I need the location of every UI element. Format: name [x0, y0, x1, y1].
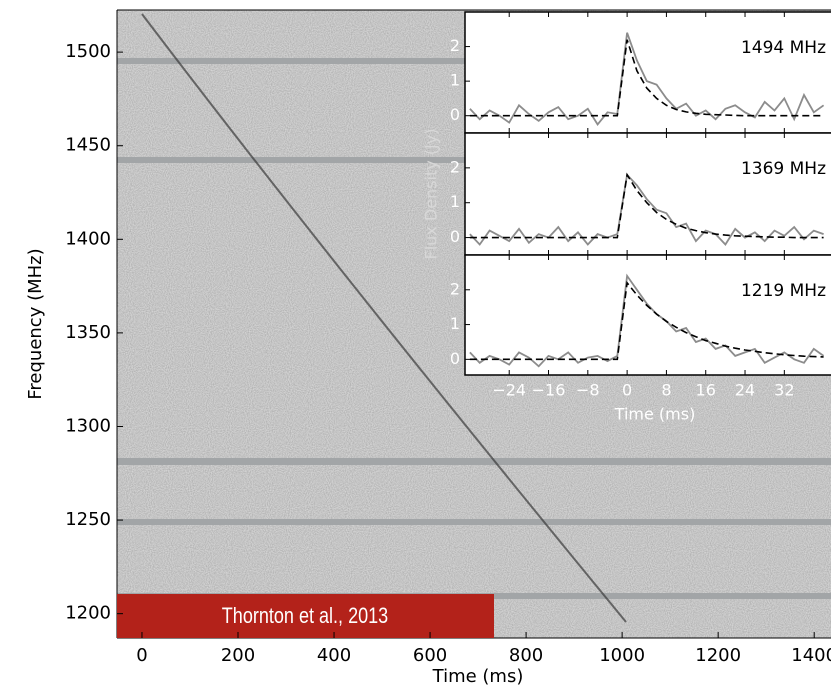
inset-panel [464, 132, 831, 256]
x-axis-label: Time (ms) [432, 666, 524, 687]
x-tick-label: 1400 [791, 645, 831, 666]
inset-x-axis-label: Time (ms) [614, 405, 696, 424]
inset-y-tick-label: 0 [450, 227, 460, 246]
inset-y-tick-label: 2 [450, 36, 460, 55]
y-axis-label: Frequency (MHz) [25, 248, 46, 399]
inset-y-tick-label: 0 [450, 105, 460, 124]
inset-y-axis-label: Flux Density (Jy) [422, 129, 441, 260]
flux-line [469, 32, 825, 126]
inset-x-tick-label: 24 [735, 381, 755, 400]
x-tick-label: 800 [509, 645, 543, 666]
x-tick-label: 0 [136, 645, 147, 666]
inset-y-tick-label: 2 [450, 279, 460, 298]
y-tick-label: 1200 [65, 603, 111, 624]
model-line [469, 172, 824, 239]
frequency-label: 1369 MHz [741, 159, 826, 179]
x-tick-label: 1000 [599, 645, 645, 666]
masked-band [117, 458, 831, 465]
model-line [469, 280, 824, 361]
inset-panel [464, 254, 831, 376]
inset-x-tick-label: −24 [492, 381, 526, 400]
masked-band [117, 519, 831, 525]
y-tick-label: 1250 [65, 509, 111, 530]
y-tick-label: 1500 [65, 41, 111, 62]
dispersed-pulse [141, 13, 627, 623]
frequency-label: 1494 MHz [741, 38, 826, 58]
credit-box [117, 594, 494, 638]
inset-x-tick-label: 0 [622, 381, 632, 400]
y-tick-label: 1450 [65, 135, 111, 156]
inset-x-tick-label: 16 [696, 381, 716, 400]
x-tick-label: 400 [317, 645, 351, 666]
inset-y-tick-label: 1 [450, 71, 460, 90]
x-tick-label: 600 [413, 645, 447, 666]
flux-line [469, 273, 825, 368]
flux-line [469, 172, 824, 246]
frequency-label: 1219 MHz [741, 281, 826, 301]
inset-y-tick-label: 2 [450, 157, 460, 176]
credit-text: Thornton et al., 2013 [222, 604, 388, 628]
model-line [469, 39, 824, 117]
inset-x-tick-label: 8 [661, 381, 671, 400]
y-tick-label: 1400 [65, 228, 111, 249]
inset-x-tick-label: 32 [774, 381, 794, 400]
y-tick-label: 1300 [65, 415, 111, 436]
inset-y-tick-label: 0 [450, 349, 460, 368]
inset-y-tick-label: 1 [450, 314, 460, 333]
inset-x-tick-label: −8 [576, 381, 600, 400]
x-tick-label: 1200 [695, 645, 741, 666]
y-tick-label: 1350 [65, 322, 111, 343]
inset-panel [464, 11, 831, 134]
inset-y-tick-label: 1 [450, 192, 460, 211]
inset-x-tick-label: −16 [532, 381, 566, 400]
x-tick-label: 200 [221, 645, 255, 666]
